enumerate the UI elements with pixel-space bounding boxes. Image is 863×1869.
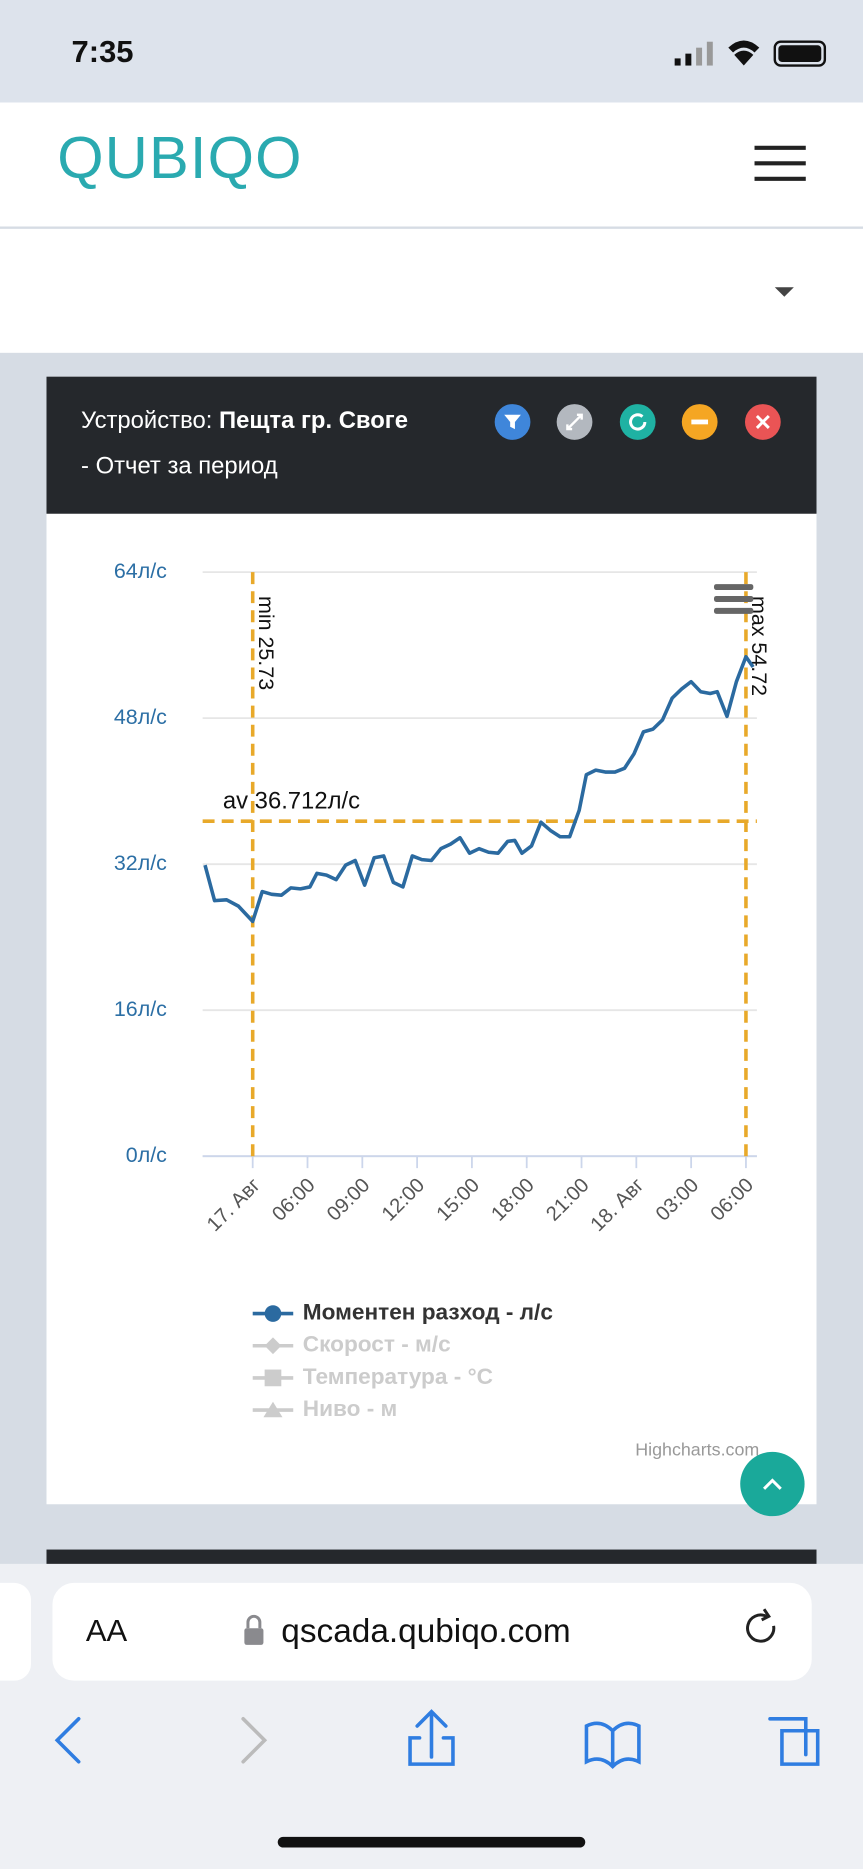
data-line (203, 654, 755, 924)
legend-label[interactable]: Моментен разход - л/с (303, 1300, 553, 1325)
chart-menu[interactable] (713, 584, 754, 614)
status-icons (674, 40, 827, 67)
legend-marker (264, 1369, 282, 1387)
refresh-button[interactable] (619, 404, 656, 440)
home-indicator (277, 1836, 586, 1848)
plot-line-label: min 25.73 (254, 596, 278, 690)
reload-button[interactable] (746, 1608, 776, 1643)
y-tick-label: 0л/с (126, 1143, 167, 1167)
y-tick-label: 64л/с (114, 559, 167, 583)
legend-label[interactable]: Ниво - м (303, 1396, 398, 1421)
y-tick-label: 48л/с (114, 705, 167, 729)
credits: Highcharts.com (635, 1439, 759, 1459)
panel-actions (494, 404, 781, 440)
back-button[interactable] (54, 1717, 81, 1764)
bookmarks-button[interactable] (584, 1721, 641, 1770)
panel (46, 376, 817, 1505)
dropdown[interactable] (0, 228, 863, 353)
y-tick-label: 32л/с (114, 851, 167, 875)
device-name: Пещта гр. Своге (219, 407, 408, 434)
url-text: qscada.qubiqo.com (281, 1613, 570, 1650)
tabs-button[interactable] (768, 1717, 820, 1766)
device-label: Устройство: (81, 407, 212, 434)
menu-button[interactable] (754, 145, 806, 181)
plot-line-label: av 36.712л/с (223, 787, 360, 814)
legend-marker (264, 1305, 282, 1322)
tab-preview[interactable] (0, 1582, 31, 1681)
legend-label[interactable]: Скорост - м/с (303, 1332, 451, 1357)
y-tick-label: 16л/с (114, 997, 167, 1021)
logo[interactable]: QUBIQO (57, 124, 303, 191)
legend-label[interactable]: Температура - °C (303, 1364, 493, 1389)
scroll-top-button[interactable] (740, 1451, 805, 1517)
text-size-button[interactable]: AA (86, 1613, 128, 1648)
forward-button[interactable] (241, 1717, 268, 1764)
lock-icon (244, 1614, 264, 1645)
share-button[interactable] (408, 1709, 455, 1766)
url-bar[interactable] (52, 1582, 812, 1681)
panel-subtitle: - Отчет за период (81, 453, 278, 480)
status-time: 7:35 (72, 34, 134, 69)
dropdown-arrow (774, 287, 794, 297)
panel-title: Устройство: Пещта гр. Своге (81, 407, 408, 434)
legend-marker (263, 1401, 283, 1418)
panel-header (46, 376, 817, 514)
legend-marker (264, 1337, 282, 1355)
status-bar (0, 0, 863, 103)
top-nav (0, 102, 863, 227)
